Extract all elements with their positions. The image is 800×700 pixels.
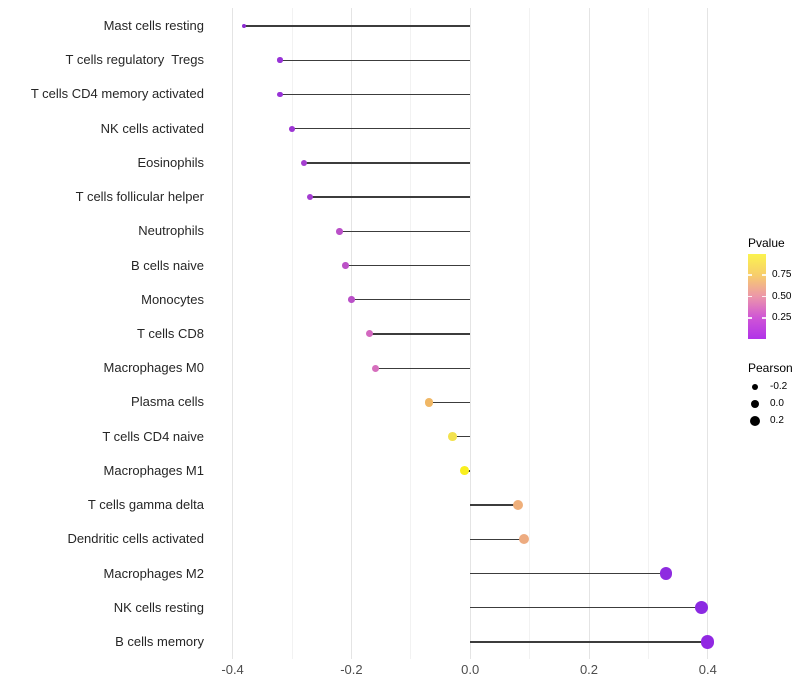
y-axis-label: B cells naive xyxy=(131,257,204,273)
pvalue-colorbar-tick-mark xyxy=(748,317,752,319)
pearson-key-label: -0.2 xyxy=(770,381,788,392)
pearson-key-dot xyxy=(750,399,760,409)
lollipop-dot xyxy=(348,296,355,304)
x-tick-label: -0.4 xyxy=(221,662,244,677)
lollipop-segment xyxy=(292,127,471,130)
pvalue-tick-label: 0.25 xyxy=(772,312,792,323)
lollipop-dot xyxy=(695,601,709,615)
lollipop-dot xyxy=(512,500,523,511)
lollipop-dot xyxy=(660,567,673,580)
pearson-key-dot xyxy=(751,383,759,391)
x-tick-label: 0.0 xyxy=(461,662,480,677)
grid-major-line xyxy=(469,8,471,659)
pearson-key-label: 0.2 xyxy=(770,415,784,426)
y-axis-label: Macrophages M2 xyxy=(103,565,204,581)
lollipop-segment xyxy=(303,162,471,164)
lollipop-dot xyxy=(459,466,469,476)
pvalue-colorbar-tick-mark xyxy=(762,274,766,276)
grid-minor-line xyxy=(291,8,293,659)
pearson-key-label: 0.0 xyxy=(770,398,784,409)
lollipop-segment xyxy=(452,435,471,438)
y-axis-label: Mast cells resting xyxy=(103,18,204,33)
y-axis-label: Plasma cells xyxy=(131,394,204,410)
pvalue-colorbar-tick-mark xyxy=(748,295,752,298)
lollipop-segment xyxy=(428,401,471,404)
y-axis-label: Macrophages M1 xyxy=(103,462,204,478)
lollipop-segment xyxy=(470,607,702,609)
pearson-key-dot xyxy=(750,416,760,426)
pvalue-colorbar-tick-mark xyxy=(762,317,766,319)
lollipop-dot xyxy=(289,125,295,132)
grid-minor-line xyxy=(529,8,531,659)
y-axis-label: Dendritic cells activated xyxy=(67,531,204,547)
lollipop-dot xyxy=(365,330,373,338)
grid-minor-line xyxy=(647,8,649,659)
pvalue-tick-label: 0.50 xyxy=(772,290,792,302)
y-axis-label: Macrophages M0 xyxy=(103,360,204,376)
pvalue-colorbar-tick-mark xyxy=(762,295,766,298)
lollipop-dot xyxy=(448,432,457,441)
x-tick-label: 0.2 xyxy=(579,662,599,677)
lollipop-dot xyxy=(300,159,307,166)
pvalue-tick-label: 0.75 xyxy=(772,269,792,280)
grid-major-line xyxy=(707,8,709,659)
pvalue-colorbar xyxy=(748,254,766,339)
lollipop-dot xyxy=(277,91,283,98)
y-axis-label: Neutrophils xyxy=(138,223,204,239)
lollipop-segment xyxy=(339,230,471,232)
lollipop-dot xyxy=(336,228,343,235)
lollipop-dot xyxy=(518,534,529,545)
lollipop-segment xyxy=(309,196,471,198)
x-tick-label: 0.4 xyxy=(698,662,717,677)
y-axis-label: T cells follicular helper xyxy=(75,189,204,205)
lollipop-segment xyxy=(369,333,471,335)
y-axis-label: Eosinophils xyxy=(137,154,205,170)
lollipop-segment xyxy=(244,25,471,27)
lollipop-dot xyxy=(424,398,433,407)
lollipop-dot xyxy=(306,194,313,201)
y-axis-label: T cells gamma delta xyxy=(87,497,204,513)
y-axis-label: T cells regulatory Tregs xyxy=(65,52,204,68)
lollipop-dot xyxy=(342,262,349,269)
lollipop-dot xyxy=(371,364,379,372)
lollipop-segment xyxy=(470,504,518,506)
lollipop-dot xyxy=(277,57,283,63)
lollipop-segment xyxy=(280,93,471,96)
y-axis-label: T cells CD4 memory activated xyxy=(30,86,204,102)
lollipop-segment xyxy=(280,59,471,61)
lollipop-segment xyxy=(375,367,471,369)
pvalue-legend-title: Pvalue xyxy=(748,236,785,250)
pearson-legend-title: Pearson xyxy=(748,361,793,375)
pvalue-colorbar-tick-mark xyxy=(748,274,752,276)
lollipop-segment xyxy=(470,538,524,540)
lollipop-segment xyxy=(345,264,471,267)
lollipop-dot xyxy=(242,24,247,28)
lollipop-segment xyxy=(470,572,667,575)
lollipop-segment xyxy=(470,641,708,643)
y-axis-label: T cells CD8 xyxy=(137,325,204,341)
lollipop-segment xyxy=(351,299,471,301)
grid-major-line xyxy=(350,8,352,659)
grid-major-line xyxy=(232,8,234,659)
y-axis-label: NK cells resting xyxy=(113,599,204,615)
y-axis-label: T cells CD4 naive xyxy=(102,428,204,444)
lollipop-dot xyxy=(701,635,715,649)
y-axis-label: NK cells activated xyxy=(100,120,204,136)
y-axis-label: B cells memory xyxy=(115,633,204,649)
grid-major-line xyxy=(588,8,590,659)
x-tick-label: -0.2 xyxy=(340,662,363,677)
y-axis-label: Monocytes xyxy=(141,291,204,307)
